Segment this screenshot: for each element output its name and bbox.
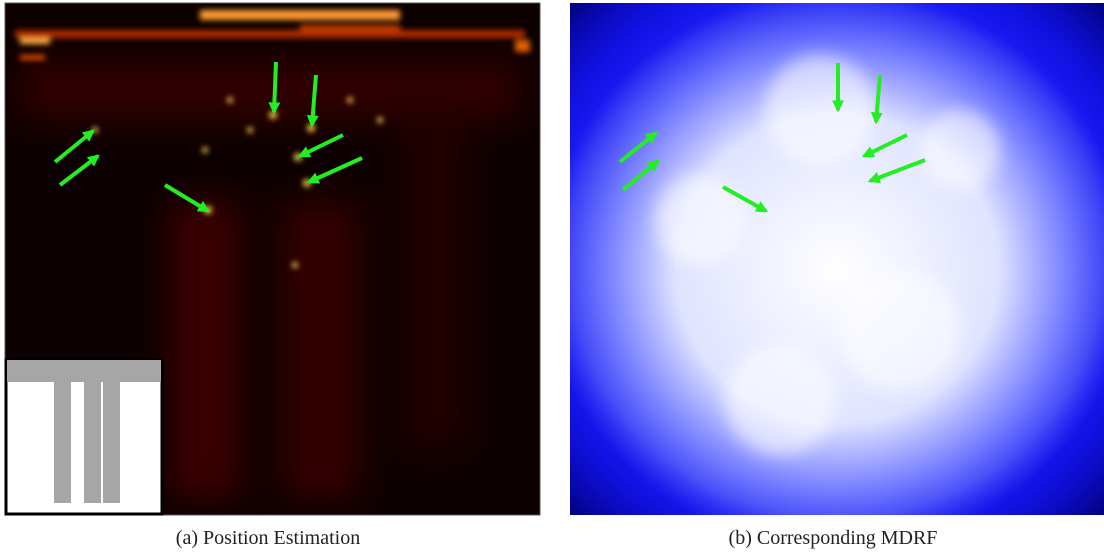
caption: (b) Corresponding MDRF — [729, 527, 938, 549]
figure: (a) Position Estimation (b) Correspondin… — [0, 0, 1104, 559]
caption: (a) Position Estimation — [176, 527, 360, 549]
inset-diagram — [6, 360, 162, 514]
